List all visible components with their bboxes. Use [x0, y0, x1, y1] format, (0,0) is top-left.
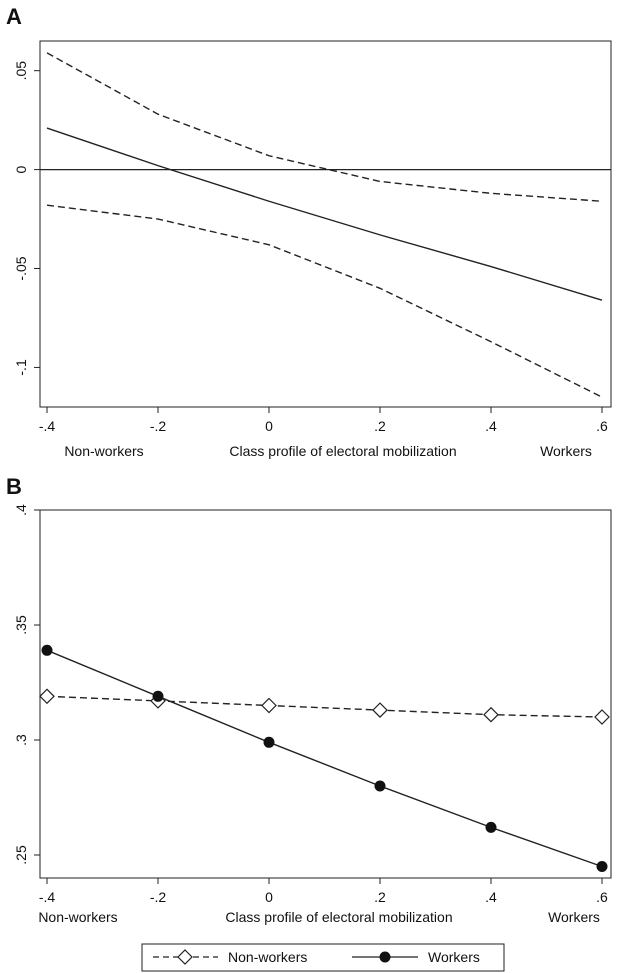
panel-b-x-tick-label: .6 [596, 889, 608, 905]
panel-b-x-tick-label: -.4 [39, 889, 56, 905]
workers-point [596, 861, 608, 872]
legend-workers-label: Workers [428, 949, 480, 965]
panel-a-y-tick-label: 0 [13, 165, 29, 173]
workers-point [374, 780, 386, 792]
panel-b-plot-area [39, 509, 612, 879]
panel-b-x-tick-label: -.2 [150, 889, 167, 905]
panel-b-x-axis: -.4 -.2 0 .2 .4 .6 [39, 878, 608, 905]
legend-box [141, 943, 505, 972]
panel-b-x-caption-center: Class profile of electoral mobilization [225, 909, 452, 925]
panel-b-series-line-1 [46, 649, 603, 868]
workers-point [152, 690, 164, 702]
panel-a-x-tick-label: 0 [265, 418, 273, 434]
panel-b-y-tick-label: .4 [13, 504, 29, 516]
panel-a: A -.4 -.2 0.2.4.6 .050-.05-.1 Non-workers … [6, 4, 612, 459]
panel-b-x-tick-label: .2 [374, 889, 386, 905]
panel-a-series-line-0 [46, 127, 603, 301]
panel-b-y-axis: .4 .35 .3 .25 [13, 504, 40, 865]
panel-a-y-tick-label: -.05 [13, 256, 29, 280]
panel-a-x-tick-label: .6 [596, 418, 608, 434]
panel-a-x-tick-label: -.4 [39, 418, 56, 434]
legend: Non-workers Workers [141, 943, 505, 972]
panel-b-x-tick-label: .4 [485, 889, 497, 905]
workers-point [485, 821, 497, 833]
panel-b: B -.4 -.2 0 .2 .4 .6 .4 .35 .3 .25 Non-workers C… [6, 474, 612, 972]
panel-b-x-tick-label: 0 [265, 889, 273, 905]
panel-a-y-tick-label: -.1 [13, 359, 29, 376]
panel-a-x-tick-label: .2 [374, 418, 386, 434]
panel-a-series-line-1 [46, 52, 603, 202]
non-workers-point [372, 702, 388, 718]
non-workers-point [483, 706, 499, 723]
panel-b-y-tick-label: .35 [13, 615, 29, 635]
non-workers-point [594, 709, 610, 725]
legend-non-workers-label: Non-workers [228, 949, 307, 965]
legend-non-workers-marker [177, 949, 193, 965]
panel-a-x-axis: -.4 -.2 0 .2 .4 .6 [39, 407, 608, 434]
panel-a-letter: A [6, 4, 22, 29]
panel-b-series [39, 644, 610, 872]
non-workers-point [261, 697, 277, 714]
panel-b-y-tick-label: .3 [13, 734, 29, 746]
panel-b-x-caption-left: Non-workers [38, 909, 117, 925]
panel-a-x-caption-center: Class profile of electoral mobilization [229, 443, 456, 459]
panel-a-series-line-2 [46, 204, 603, 398]
panel-a-x-tick-label: .4 [485, 418, 497, 434]
panel-a-x-caption-left: Non-workers [64, 443, 143, 459]
legend-workers-marker [379, 951, 391, 963]
panel-a-x-tick-label: -.2 [150, 418, 167, 434]
panel-b-x-caption-right: Workers [548, 909, 600, 925]
non-workers-point [39, 688, 55, 705]
panel-b-series-line-0 [46, 695, 603, 718]
workers-point [41, 644, 53, 656]
workers-point [263, 736, 275, 748]
panel-a-x-caption-right: Workers [540, 443, 592, 459]
panel-b-y-tick-label: .25 [13, 845, 29, 865]
panel-a-series [46, 52, 603, 398]
panel-a-y-tick-label: .05 [13, 61, 29, 81]
panel-b-letter: B [6, 474, 22, 499]
panel-a-y-axis: .05 0 -.05 -.1 [13, 61, 40, 376]
